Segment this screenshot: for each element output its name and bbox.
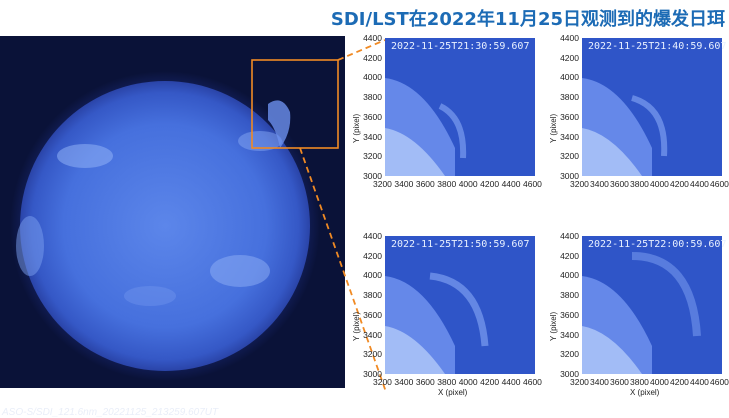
panel-4-ytick: 4000 — [560, 270, 579, 281]
panel-1-ytick: 3400 — [363, 131, 382, 142]
panel-3-ytick: 3800 — [363, 290, 382, 301]
panel-3-xtick: 4600 — [523, 377, 542, 387]
panel-3-ytick: 3600 — [363, 309, 382, 320]
panel-2-ytick: 4200 — [560, 52, 579, 63]
sun — [20, 81, 310, 371]
panel-1-ytick: 4200 — [363, 52, 382, 63]
panel-2-ytick: 3600 — [560, 111, 579, 122]
panel-4-xtick: 4000 — [650, 377, 669, 387]
panel-3-ytick: 3400 — [363, 329, 382, 340]
zoom-image-2 — [582, 38, 722, 176]
sun-disk-svg — [0, 36, 345, 388]
panel-2-xtick: 4600 — [710, 179, 729, 189]
zoom-image-3 — [385, 236, 535, 374]
panel-1-xtick: 3200 — [373, 179, 392, 189]
panel-1-ytick: 3800 — [363, 92, 382, 103]
panel-4-xtick: 3800 — [630, 377, 649, 387]
figure-title: SDI/LST在2022年11月25日观测到的爆发日珥 — [330, 9, 725, 30]
panel-4-xtick: 3600 — [610, 377, 629, 387]
panel-4-xlabel: X (pixel) — [630, 388, 660, 397]
zoom-panel-1: 2022-11-25T21:30:59.607 — [385, 38, 535, 176]
zoom-image-1 — [385, 38, 535, 176]
panel-1-timestamp: 2022-11-25T21:30:59.607 — [391, 41, 530, 52]
panel-2-ytick: 3200 — [560, 151, 579, 162]
panel-3-xlabel: X (pixel) — [438, 388, 468, 397]
zoom-box — [251, 59, 339, 149]
panel-1-xtick: 4400 — [501, 179, 521, 189]
panel-1-ytick: 3200 — [363, 151, 382, 162]
panel-2-timestamp: 2022-11-25T21:40:59.607 — [588, 41, 727, 52]
panel-4-ylabel: Y (pixel) — [549, 311, 558, 341]
full-disk-image: ASO-S/SDI_121.6nm_20221125_213259.607UT — [0, 36, 345, 418]
panel-4-ytick: 4200 — [560, 250, 579, 261]
panel-4-ytick: 3200 — [560, 349, 579, 360]
panel-1-ytick: 4400 — [363, 33, 382, 43]
panel-1-xtick: 3400 — [394, 179, 414, 189]
panel-2-xtick: 3800 — [630, 179, 649, 189]
panel-3-ytick: 4400 — [363, 231, 382, 241]
panel-4-ytick: 3800 — [560, 290, 579, 301]
panel-3-xtick: 3200 — [373, 377, 392, 387]
panel-3-xtick: 3600 — [415, 377, 435, 387]
panel-2-ytick: 3000 — [560, 171, 579, 181]
panel-4-xtick: 4600 — [710, 377, 729, 387]
panel-4-xtick: 3200 — [570, 377, 589, 387]
panel-2-ytick: 3400 — [560, 131, 579, 142]
panel-1-xtick: 3600 — [415, 179, 435, 189]
panel-3-ytick: 3000 — [363, 369, 382, 379]
panel-2-ylabel: Y (pixel) — [549, 113, 558, 143]
panel-4-xtick: 3400 — [590, 377, 609, 387]
panel-2-ytick: 4000 — [560, 72, 579, 83]
panel-1-xtick: 3800 — [437, 179, 457, 189]
panel-3-ytick: 3200 — [363, 349, 382, 360]
zoom-panel-4: 2022-11-25T22:00:59.607 — [582, 236, 729, 374]
panel-4-xtick: 4200 — [670, 377, 689, 387]
zoom-panel-2: 2022-11-25T21:40:59.607 — [582, 38, 729, 176]
panel-4-xtick: 4400 — [690, 377, 709, 387]
panel-1-ytick: 4000 — [363, 72, 382, 83]
panel-2-xtick: 4000 — [650, 179, 669, 189]
full-disk-caption: ASO-S/SDI_121.6nm_20221125_213259.607UT — [2, 407, 219, 418]
panel-1-xtick: 4000 — [458, 179, 478, 189]
panel-3-xtick: 4000 — [458, 377, 478, 387]
panel-3-xtick: 4400 — [501, 377, 521, 387]
panel-3-timestamp: 2022-11-25T21:50:59.607 — [391, 239, 530, 250]
panel-2-xtick: 3400 — [590, 179, 609, 189]
panel-2-ytick: 4400 — [560, 33, 579, 43]
panel-2-xtick: 4400 — [690, 179, 709, 189]
panel-3-xtick: 3400 — [394, 377, 414, 387]
panel-1-ylabel: Y (pixel) — [352, 113, 361, 143]
panel-1-xtick: 4600 — [523, 179, 542, 189]
panel-3-ytick: 4000 — [363, 270, 382, 281]
zoom-image-4 — [582, 236, 722, 374]
panel-4-timestamp: 2022-11-25T22:00:59.607 — [588, 239, 727, 250]
panel-3-xtick: 3800 — [437, 377, 457, 387]
panel-4-ytick: 3400 — [560, 329, 579, 340]
panel-1-ytick: 3000 — [363, 171, 382, 181]
panel-2-xtick: 4200 — [670, 179, 689, 189]
zoom-panel-3: 2022-11-25T21:50:59.607 — [385, 236, 535, 374]
panel-1-ytick: 3600 — [363, 111, 382, 122]
panel-2-xtick: 3600 — [610, 179, 629, 189]
panel-2-xtick: 3200 — [570, 179, 589, 189]
panel-2-ytick: 3800 — [560, 92, 579, 103]
panel-4-ytick: 3600 — [560, 309, 579, 320]
panel-4-ytick: 3000 — [560, 369, 579, 379]
panel-3-ylabel: Y (pixel) — [352, 311, 361, 341]
panel-3-ytick: 4200 — [363, 250, 382, 261]
panel-3-xtick: 4200 — [480, 377, 500, 387]
panel-1-xtick: 4200 — [480, 179, 500, 189]
panel-4-ytick: 4400 — [560, 231, 579, 241]
